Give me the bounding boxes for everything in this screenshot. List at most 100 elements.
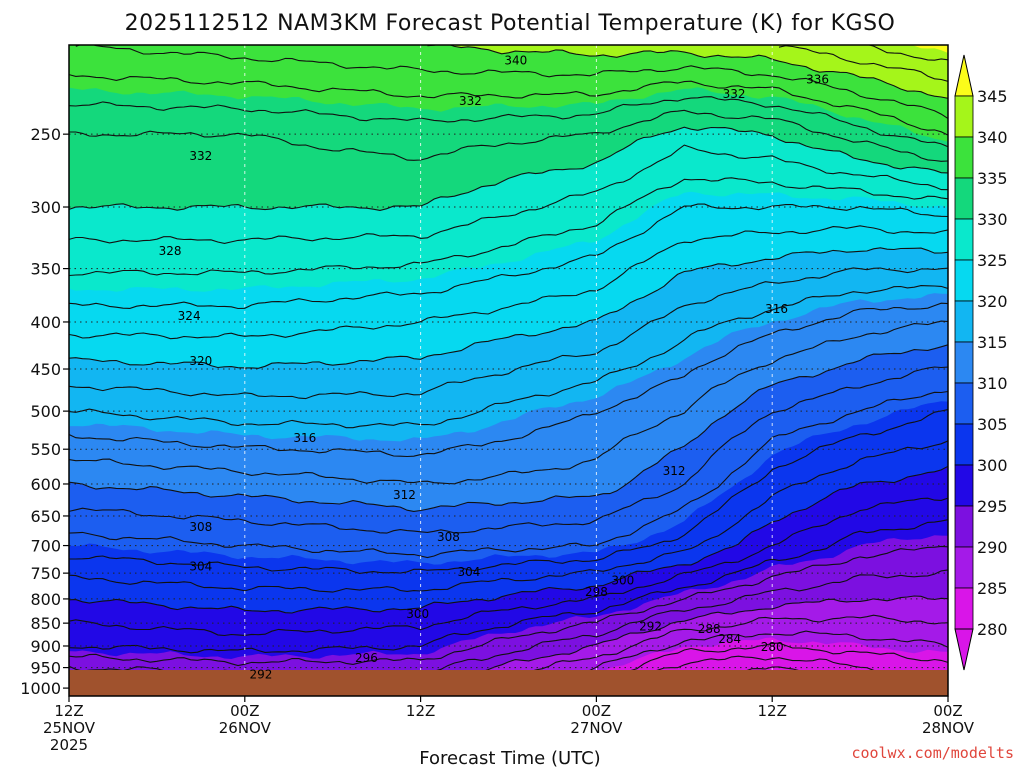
colorbar-swatch [954,341,974,384]
contour-326 [69,177,948,277]
y-tick-label: 850 [30,614,61,633]
y-tick-label: 900 [30,637,61,656]
contour-label: 304 [457,565,480,579]
contour-label: 292 [639,619,662,633]
contour-label-text: 304 [189,560,212,574]
plot-area: 340 336 332 332 332 328 324 320 316 316 312 312 308 3… [69,45,948,696]
colorbar-label: 300 [977,456,1008,475]
y-tick-label: 400 [30,313,61,332]
contour-label-text: 280 [761,640,784,654]
y-tick-label: 350 [30,260,61,279]
contour-328 [69,144,948,244]
contour-label-text: 300 [611,574,634,588]
contour-label-text: 340 [504,54,527,68]
contour-286 [542,630,948,679]
contour-label: 340 [504,54,527,68]
colorbar-label: 345 [977,87,1008,106]
contour-294 [69,545,948,667]
contour-label: 332 [459,94,482,108]
contour-label: 336 [806,72,829,86]
contour-label: 308 [189,520,212,534]
colorbar-label: 290 [977,538,1008,557]
contour-label-text: 328 [159,244,182,258]
contour-label-text: 316 [765,302,788,316]
contour-label: 284 [718,632,741,646]
contour-302 [69,440,948,593]
contour-label: 296 [355,651,378,665]
color-band-345 [910,45,948,53]
colorbar-top-arrow [954,54,974,97]
contour-308 [69,366,948,534]
contour-314 [69,302,948,458]
contour-label-text: 292 [249,667,272,681]
x-tick-label: 27NOV [570,719,623,737]
colorbar-label: 285 [977,579,1008,598]
contour-332 [69,109,948,162]
contour-316 [69,285,948,429]
contour-label: 320 [189,354,212,368]
y-tick-label: 300 [30,198,61,217]
color-band-340 [426,45,948,99]
contour-labels: 340 336 332 332 332 328 324 320 316 316 312 312 308 3… [159,54,829,682]
contour-310 [69,344,948,512]
x-tick-label: 00Z [230,702,259,720]
colorbar-swatch [954,423,974,466]
contour-label: 308 [437,530,460,544]
colorbar-swatch [954,218,974,261]
x-tick-label: 12Z [54,702,83,720]
colorbar-label: 340 [977,128,1008,147]
colorbar-label: 335 [977,169,1008,188]
contour-label: 312 [393,488,416,502]
contour-label: 292 [249,667,272,681]
y-tick-label: 750 [30,564,61,583]
x-tick-label: 2025 [50,736,88,754]
contour-label-text: 320 [189,354,212,368]
plot-frame [68,44,949,697]
y-tick-label: 800 [30,590,61,609]
contour-label: 298 [585,585,608,599]
contour-label: 312 [663,464,686,478]
contour-284 [582,642,948,677]
y-tick-label: 600 [30,475,61,494]
contour-label-text: 336 [806,72,829,86]
contour-344 [867,45,948,61]
contour-label-text: 300 [406,607,429,621]
contour-label: 300 [611,574,634,588]
contour-320 [69,247,948,369]
contour-288 [501,614,948,681]
x-tick-label: 26NOV [219,719,272,737]
contour-label-text: 308 [189,520,212,534]
contour-label-text: 296 [355,651,378,665]
contour-label: 280 [761,640,784,654]
colorbar-label: 280 [977,620,1008,639]
y-axis: 250 300 350 400 450 500 550 600 650 700 750 800 850 9… [20,125,69,698]
contour-300 [69,465,948,614]
contour-label-text: 284 [718,632,741,646]
y-tick-label: 250 [30,125,61,144]
colorbar-bottom-arrow [954,628,974,671]
colorbar-swatch [954,177,974,220]
y-tick-label: 650 [30,507,61,526]
colorbar-label: 330 [977,210,1008,229]
colorbar-swatch [954,300,974,343]
contour-338 [75,45,948,119]
colorbar-label: 295 [977,497,1008,516]
y-tick-label: 950 [30,659,61,678]
colorbar-label: 305 [977,415,1008,434]
contour-label-text: 312 [663,464,686,478]
contour-label: 300 [406,607,429,621]
contour-298 [69,497,948,637]
colorbar-swatch [954,95,974,138]
contour-label: 332 [723,87,746,101]
contour-label-text: 304 [457,565,480,579]
contour-306 [69,390,948,559]
y-tick-label: 500 [30,402,61,421]
chart-title: 2025112512 NAM3KM Forecast Potential Tem… [125,11,896,36]
contour-label: 304 [189,560,212,574]
x-tick-label: 00Z [933,702,962,720]
y-tick-label: 450 [30,360,61,379]
contour-342 [778,45,948,82]
x-tick-label: 12Z [406,702,435,720]
